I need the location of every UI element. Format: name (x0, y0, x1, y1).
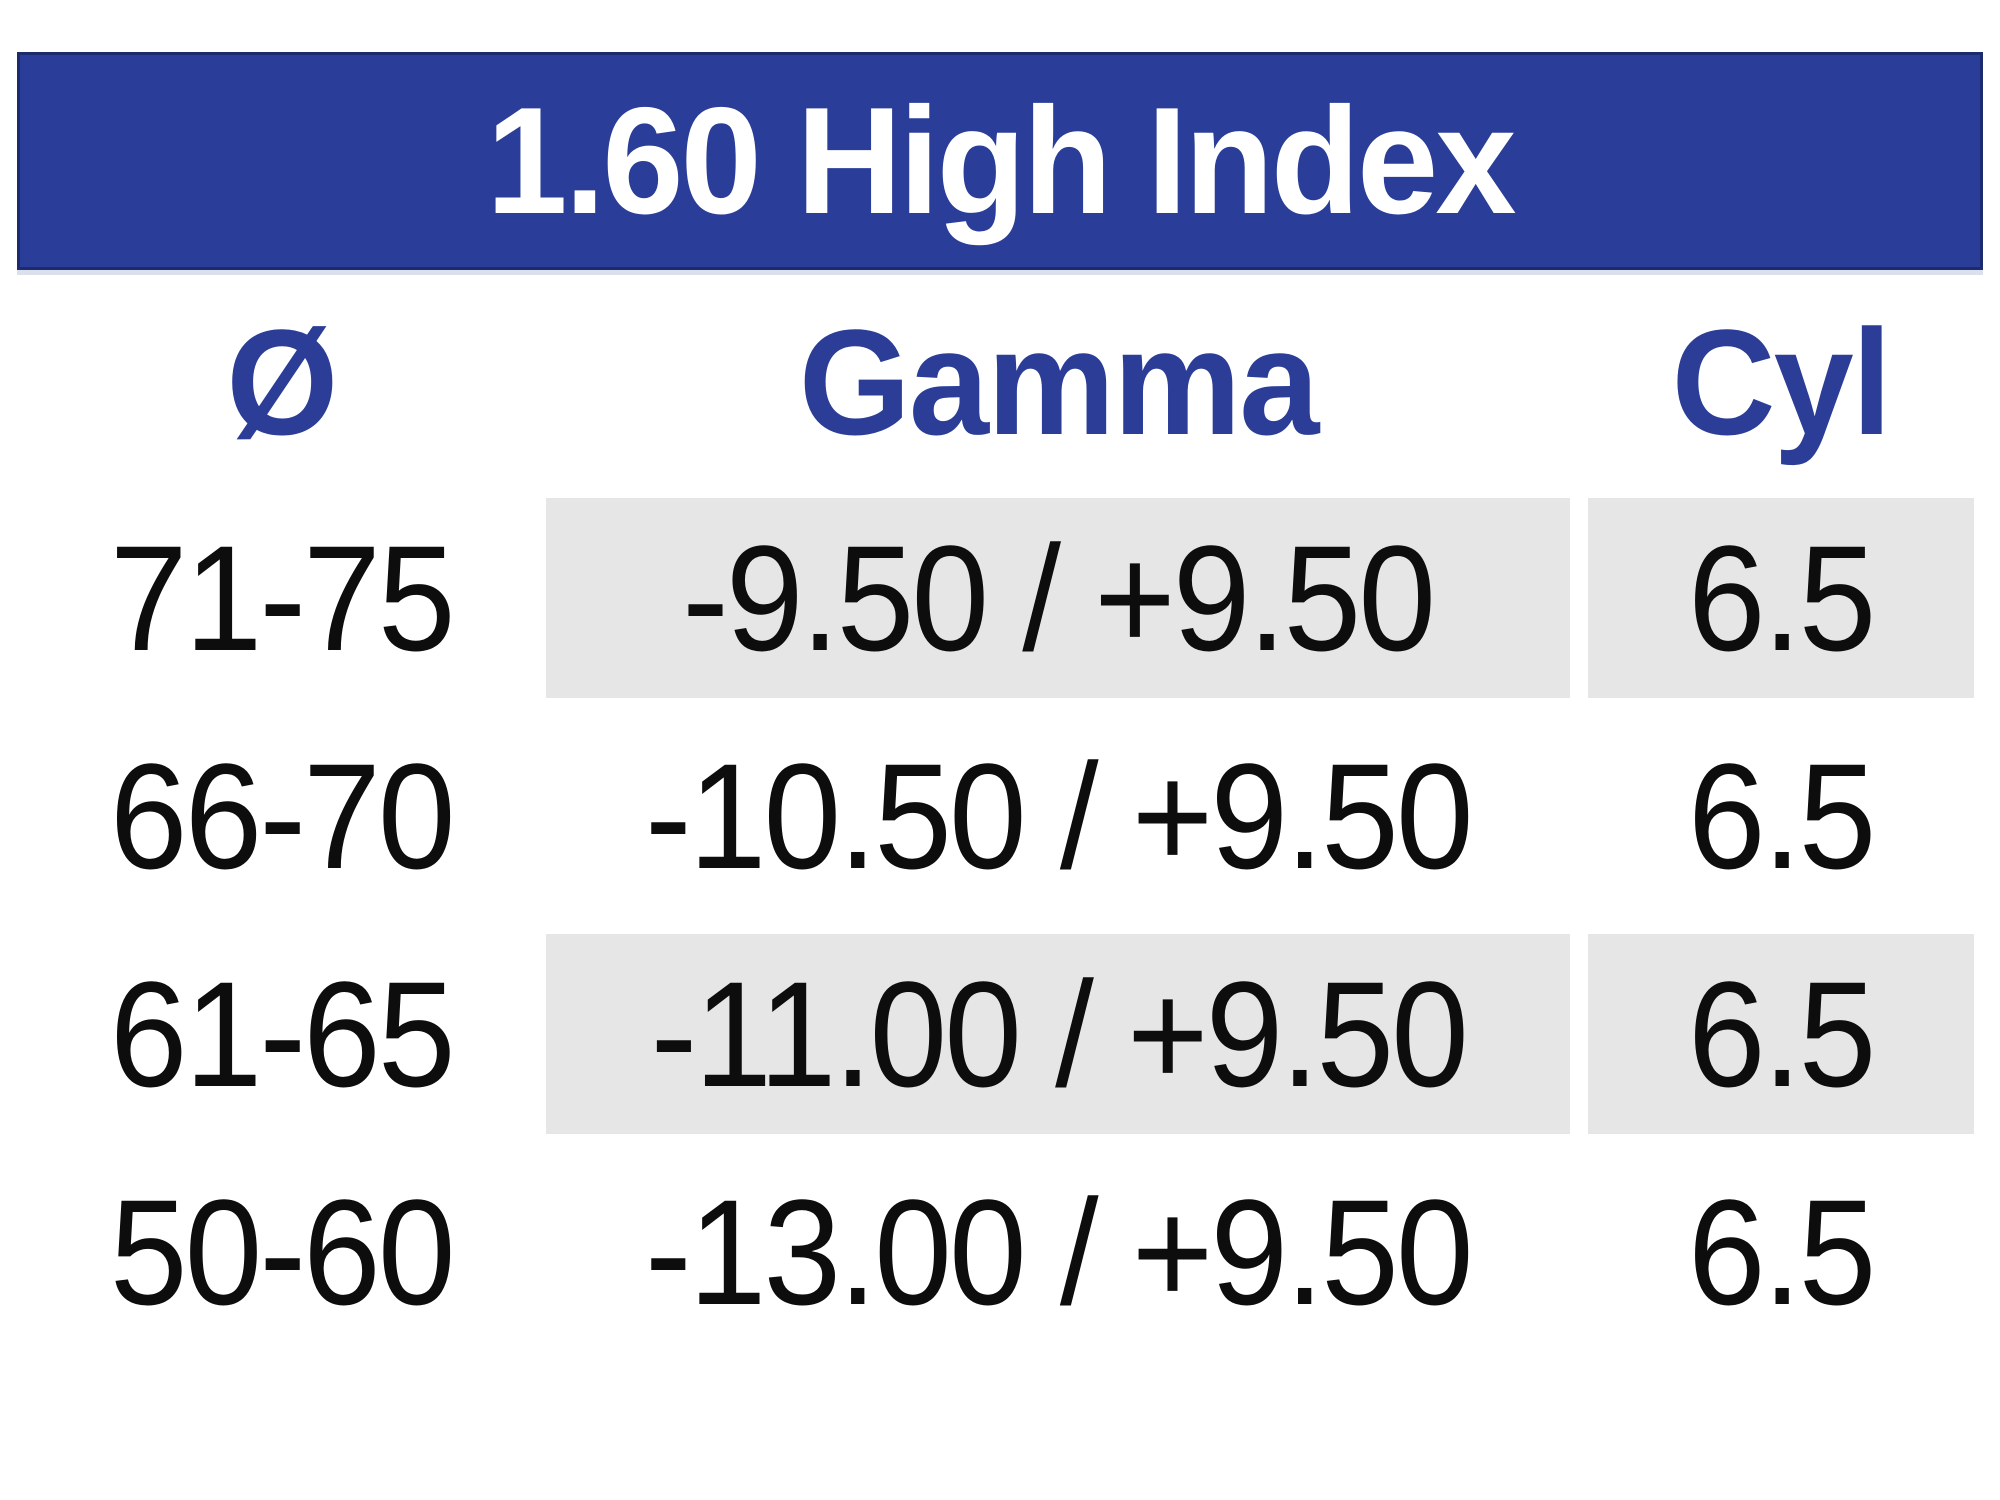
cyl-value: 6.5 (1688, 1167, 1876, 1336)
column-gap (1570, 716, 1588, 916)
diameter-value: 50-60 (110, 1167, 456, 1336)
cyl-cell: 6.5 (1588, 498, 1974, 698)
diameter-value: 71-75 (110, 513, 456, 682)
gamma-range-value: -9.50 / +9.50 (682, 513, 1437, 682)
table-row: 71-75 -9.50 / +9.50 6.5 (17, 489, 1974, 707)
column-header-diameter: Ø (17, 282, 546, 482)
column-gap (1570, 934, 1588, 1134)
table-body: 71-75 -9.50 / +9.50 6.5 66-70 -10.50 / +… (17, 489, 1974, 1361)
gamma-cell: -9.50 / +9.50 (546, 498, 1570, 698)
column-header-cyl: Cyl (1588, 282, 1974, 482)
diameter-cell: 71-75 (17, 498, 546, 698)
column-header-gamma: Gamma (546, 282, 1570, 482)
cyl-value: 6.5 (1688, 731, 1876, 900)
gamma-cell: -13.00 / +9.50 (546, 1152, 1570, 1352)
table-row: 50-60 -13.00 / +9.50 6.5 (17, 1143, 1974, 1361)
gamma-range-value: -13.00 / +9.50 (645, 1167, 1474, 1336)
cyl-value: 6.5 (1688, 949, 1876, 1118)
gamma-range-value: -10.50 / +9.50 (645, 731, 1474, 900)
column-gap (1570, 282, 1588, 482)
table-row: 61-65 -11.00 / +9.50 6.5 (17, 925, 1974, 1143)
diameter-cell: 50-60 (17, 1152, 546, 1352)
table-title-banner: 1.60 High Index (17, 52, 1983, 270)
cyl-value: 6.5 (1688, 513, 1876, 682)
diameter-symbol: Ø (226, 297, 338, 466)
table-header: Ø Gamma Cyl (17, 282, 1974, 482)
cyl-cell: 6.5 (1588, 716, 1974, 916)
gamma-cell: -11.00 / +9.50 (546, 934, 1570, 1134)
column-header-gamma-label: Gamma (798, 297, 1320, 466)
diameter-cell: 61-65 (17, 934, 546, 1134)
cyl-cell: 6.5 (1588, 1152, 1974, 1352)
banner-underline-divider (17, 270, 1983, 275)
header-row: Ø Gamma Cyl (17, 282, 1974, 482)
diameter-cell: 66-70 (17, 716, 546, 916)
gamma-range-value: -11.00 / +9.50 (650, 949, 1468, 1118)
column-gap (1570, 1152, 1588, 1352)
diameter-value: 66-70 (110, 731, 456, 900)
page-title: 1.60 High Index (486, 75, 1516, 246)
table-row: 66-70 -10.50 / +9.50 6.5 (17, 707, 1974, 925)
diameter-value: 61-65 (110, 949, 456, 1118)
gamma-cell: -10.50 / +9.50 (546, 716, 1570, 916)
column-header-cyl-label: Cyl (1671, 297, 1892, 466)
cyl-cell: 6.5 (1588, 934, 1974, 1134)
column-gap (1570, 498, 1588, 698)
